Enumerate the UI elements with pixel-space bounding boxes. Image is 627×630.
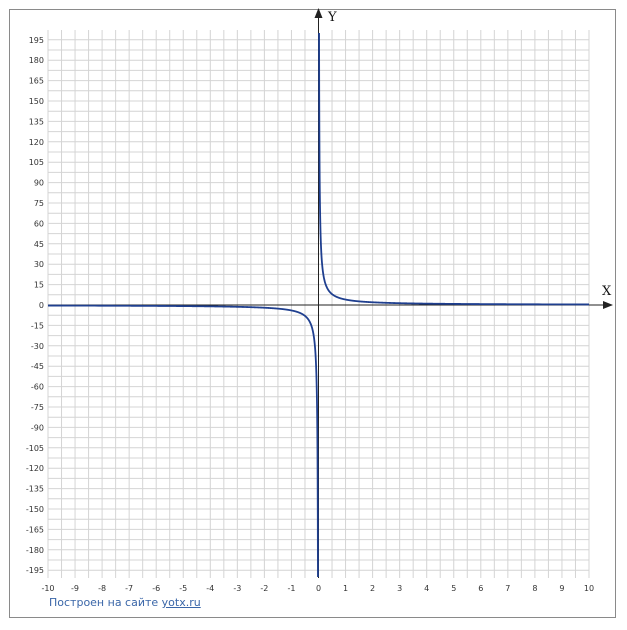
x-axis-arrow [603, 301, 613, 309]
x-tick-label: 7 [505, 584, 510, 593]
x-tick-label: 0 [316, 584, 321, 593]
x-tick-labels: -10 -9 -8 -7 -6 -5 -4 -3 -2 -1 0 1 2 3 4 5 6 7 8 9 10 [41, 584, 594, 593]
x-tick-label: -2 [260, 584, 268, 593]
x-tick-label: -1 [287, 584, 295, 593]
y-axis-arrow [314, 8, 323, 18]
y-tick-label: 15 [34, 281, 44, 290]
x-tick-label: 9 [559, 584, 564, 593]
y-tick-label: -15 [31, 321, 44, 330]
y-tick-label: -120 [26, 464, 44, 473]
x-tick-label: 6 [478, 584, 483, 593]
x-tick-label: -4 [206, 584, 214, 593]
x-tick-label: -10 [41, 584, 54, 593]
y-tick-label: 180 [29, 56, 44, 65]
x-tick-label: -7 [125, 584, 133, 593]
y-tick-label: -165 [26, 525, 44, 534]
curve-branch-left [47, 304, 319, 578]
y-tick-label: 60 [34, 219, 44, 228]
x-tick-label: -3 [233, 584, 241, 593]
x-tick-label: 4 [424, 584, 429, 593]
y-tick-label: -135 [26, 485, 44, 494]
y-tick-label: 75 [34, 199, 44, 208]
y-tick-label: -30 [31, 342, 44, 351]
x-tick-label: 10 [584, 584, 594, 593]
x-tick-label: 5 [451, 584, 456, 593]
y-tick-label: 150 [29, 97, 44, 106]
credit-text: Построен на сайте [49, 596, 159, 609]
y-tick-labels: -195-180-165-150-135-120-105-90-75-60-45… [26, 36, 44, 575]
y-tick-label: 165 [29, 77, 44, 86]
credit-link[interactable]: yotx.ru [161, 596, 201, 609]
y-tick-label: -75 [31, 403, 44, 412]
y-tick-label: 90 [34, 179, 44, 188]
y-tick-label: 195 [29, 36, 44, 45]
x-tick-label: -8 [98, 584, 106, 593]
curves [47, 32, 590, 578]
y-tick-label: -195 [26, 566, 44, 575]
y-tick-label: 135 [29, 117, 44, 126]
credit-line: Построен на сайте yotx.ru [49, 596, 201, 609]
y-tick-label: -60 [31, 383, 44, 392]
y-tick-label: -45 [31, 362, 44, 371]
y-tick-label: -90 [31, 423, 44, 432]
y-tick-label: 120 [29, 138, 44, 147]
y-axis-label: Y [327, 10, 337, 25]
x-tick-label: -6 [152, 584, 160, 593]
x-axis-label: X [602, 284, 612, 299]
y-tick-label: -180 [26, 546, 44, 555]
x-tick-label: 8 [532, 584, 537, 593]
x-tick-label: -5 [179, 584, 187, 593]
y-tick-label: -150 [26, 505, 44, 514]
y-tick-label: 105 [29, 158, 44, 167]
chart-frame [9, 9, 616, 618]
y-tick-label: 30 [34, 260, 44, 269]
y-tick-label: -105 [26, 444, 44, 453]
x-tick-label: 2 [370, 584, 375, 593]
y-tick-label: 45 [34, 240, 44, 249]
x-tick-label: 3 [397, 584, 402, 593]
x-tick-label: 1 [343, 584, 348, 593]
x-tick-label: -9 [71, 584, 79, 593]
y-tick-label: 0 [39, 301, 44, 310]
curve-branch-right [318, 32, 590, 306]
